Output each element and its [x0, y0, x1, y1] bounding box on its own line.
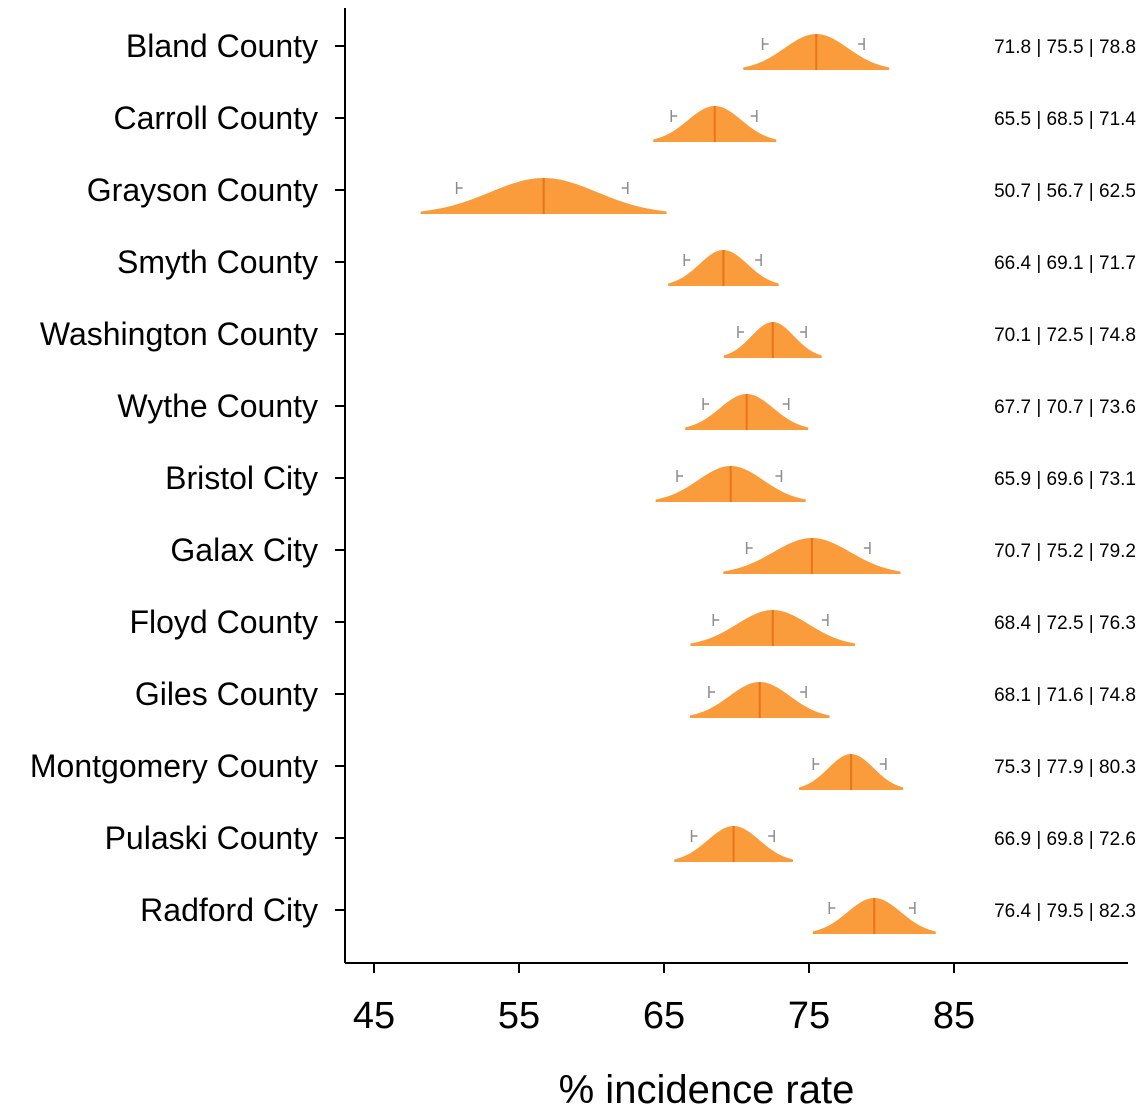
category-label: Carroll County: [113, 100, 318, 136]
value-label: 76.4 | 79.5 | 82.3: [994, 901, 1136, 922]
value-label: 68.4 | 72.5 | 76.3: [994, 613, 1136, 634]
row-floyd-county: Floyd County 68.4 | 72.5 | 76.3: [129, 604, 1136, 646]
category-label: Bland County: [126, 28, 318, 64]
category-label: Washington County: [40, 316, 318, 352]
value-label: 70.1 | 72.5 | 74.8: [994, 325, 1136, 346]
value-label: 75.3 | 77.9 | 80.3: [994, 757, 1136, 778]
y-axis-ticks: [335, 45, 345, 911]
x-tick-label: 75: [788, 995, 830, 1037]
row-montgomery-county: Montgomery County 75.3 | 77.9 | 80.3: [30, 748, 1136, 790]
value-label: 70.7 | 75.2 | 79.2: [994, 541, 1136, 562]
x-tick-label: 65: [643, 995, 685, 1037]
category-label: Giles County: [135, 676, 318, 712]
x-tick-label: 85: [933, 995, 975, 1037]
row-galax-city: Galax City 70.7 | 75.2 | 79.2: [170, 532, 1136, 574]
category-label: Grayson County: [87, 172, 318, 208]
category-label: Pulaski County: [105, 820, 318, 856]
row-washington-county: Washington County 70.1 | 72.5 | 74.8: [40, 316, 1136, 358]
value-label: 71.8 | 75.5 | 78.8: [994, 37, 1136, 58]
x-axis-title: % incidence rate: [559, 1068, 855, 1112]
row-smyth-county: Smyth County 66.4 | 69.1 | 71.7: [117, 244, 1136, 286]
row-radford-city: Radford City 76.4 | 79.5 | 82.3: [140, 892, 1136, 934]
x-tick-label: 55: [498, 995, 540, 1037]
category-label: Radford City: [140, 892, 318, 928]
plot-area: Bland County 71.8 | 75.5 | 78.8 Carroll Co…: [30, 28, 1136, 934]
row-wythe-county: Wythe County 67.7 | 70.7 | 73.6: [117, 388, 1136, 430]
category-label: Montgomery County: [30, 748, 318, 784]
x-axis-ticks: 45 55 65 75 85: [353, 963, 975, 1037]
value-label: 65.9 | 69.6 | 73.1: [994, 469, 1136, 490]
value-label: 65.5 | 68.5 | 71.4: [994, 109, 1136, 130]
category-label: Wythe County: [117, 388, 318, 424]
row-grayson-county: Grayson County 50.7 | 56.7 | 62.5: [87, 172, 1136, 214]
row-giles-county: Giles County 68.1 | 71.6 | 74.8: [135, 676, 1136, 718]
value-label: 68.1 | 71.6 | 74.8: [994, 685, 1136, 706]
category-label: Galax City: [170, 532, 318, 568]
x-tick-label: 45: [353, 995, 395, 1037]
category-label: Bristol City: [165, 460, 318, 496]
row-pulaski-county: Pulaski County 66.9 | 69.8 | 72.6: [105, 820, 1136, 862]
value-label: 50.7 | 56.7 | 62.5: [994, 181, 1136, 202]
row-bland-county: Bland County 71.8 | 75.5 | 78.8: [126, 28, 1136, 70]
row-carroll-county: Carroll County 65.5 | 68.5 | 71.4: [113, 100, 1136, 142]
row-bristol-city: Bristol City 65.9 | 69.6 | 73.1: [165, 460, 1136, 502]
value-label: 66.4 | 69.1 | 71.7: [994, 253, 1136, 274]
category-label: Smyth County: [117, 244, 318, 280]
value-label: 67.7 | 70.7 | 73.6: [994, 397, 1136, 418]
category-label: Floyd County: [129, 604, 318, 640]
value-label: 66.9 | 69.8 | 72.6: [994, 829, 1136, 850]
